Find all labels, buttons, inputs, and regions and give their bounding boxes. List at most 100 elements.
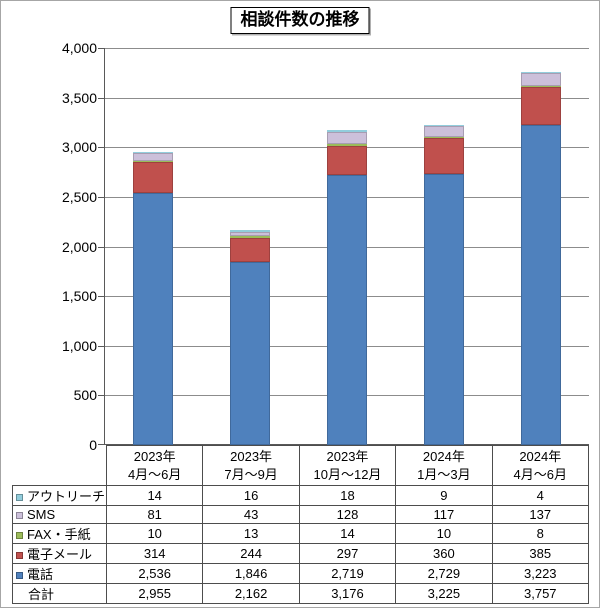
value-cell: 360	[395, 543, 493, 564]
category-header: 2024年 1月～3月	[395, 445, 493, 486]
value-cell: 385	[491, 543, 590, 564]
bar-segment-email	[423, 138, 464, 175]
category-year: 2024年	[519, 448, 562, 464]
bar-segment-phone	[133, 193, 174, 445]
bar-segment-phone	[327, 175, 367, 445]
bar-segment-phone	[520, 125, 561, 445]
category-header: 2023年 4月～6月	[105, 445, 204, 486]
bar-segment-email	[133, 162, 174, 194]
y-axis-tick	[98, 346, 105, 347]
bar-segment-sms	[133, 153, 174, 162]
y-axis-tick	[98, 98, 105, 99]
series-label-text: 電話	[27, 567, 54, 582]
bar-segment-outreach	[423, 124, 464, 126]
category-year: 2024年	[422, 448, 465, 464]
y-tick-label: 2,500	[61, 188, 97, 205]
gridline	[105, 48, 589, 49]
y-tick-label: 0	[89, 437, 97, 453]
value-cell: 13	[202, 523, 300, 544]
series-label-outreach: アウトリーチ	[12, 485, 107, 506]
table-row: 電子メール 314 244 297 360 385	[12, 543, 590, 564]
category-year: 2023年	[133, 448, 176, 464]
y-axis-tick	[98, 395, 105, 396]
y-axis-line	[104, 48, 105, 445]
table-row: SMS 81 43 128 117 137	[12, 505, 590, 524]
series-label-phone: 電話	[12, 563, 107, 584]
value-cell: 3,176	[298, 583, 397, 604]
value-cell: 244	[202, 543, 300, 564]
bar-segment-phone	[230, 261, 271, 445]
bar-segment-fax-letter	[327, 144, 367, 146]
y-tick-label: 1,000	[61, 337, 97, 354]
value-cell: 4	[491, 485, 590, 506]
bar-segment-outreach	[230, 230, 271, 233]
table-header-row: 2023年 4月～6月 2023年 7月～9月 2023年 10月～12月 2024年 1月～…	[12, 445, 590, 486]
table-row: FAX・手紙 10 13 14 10 8	[12, 523, 590, 544]
series-label-sms: SMS	[12, 505, 107, 524]
category-months: 4月～6月	[127, 466, 182, 482]
bar-segment-fax-letter	[423, 137, 464, 139]
series-label-text: SMS	[27, 507, 56, 522]
bar-segment-fax-letter	[230, 236, 271, 238]
value-cell: 2,536	[105, 563, 204, 584]
bar-segment-fax-letter	[520, 86, 561, 87]
value-cell: 137	[491, 505, 590, 524]
table-row: 電話 2,536 1,846 2,719 2,729 3,223	[12, 563, 590, 584]
value-cell: 128	[298, 505, 397, 524]
series-label-text: アウトリーチ	[27, 489, 106, 504]
value-cell: 14	[105, 485, 204, 506]
value-cell: 3,223	[491, 563, 590, 584]
y-axis-tick	[98, 48, 105, 49]
value-cell: 2,162	[202, 583, 300, 604]
y-axis-tick	[98, 296, 105, 297]
category-header: 2024年 4月～6月	[491, 445, 590, 486]
y-axis-tick	[98, 444, 105, 445]
category-header: 2023年 10月～12月	[298, 445, 397, 486]
category-year: 2023年	[230, 448, 273, 464]
bar-segment-email	[230, 237, 271, 262]
y-tick-label: 3,000	[61, 139, 97, 156]
legend-marker-phone	[16, 572, 23, 579]
value-cell: 314	[105, 543, 204, 564]
value-cell: 117	[395, 505, 493, 524]
value-cell: 2,955	[105, 583, 204, 604]
table-row: アウトリーチ 14 16 18 9 4	[12, 485, 590, 506]
value-cell: 2,719	[298, 563, 397, 584]
y-tick-label: 3,500	[61, 89, 97, 106]
y-axis-tick	[98, 147, 105, 148]
value-cell: 81	[105, 505, 204, 524]
series-label-text: 合計	[28, 587, 55, 602]
y-tick-label: 1,500	[61, 288, 97, 305]
category-year: 2023年	[326, 448, 369, 464]
value-cell: 3,757	[491, 583, 590, 604]
value-cell: 14	[298, 523, 397, 544]
chart-title: 相談件数の推移	[230, 7, 370, 34]
y-tick-label: 500	[73, 387, 97, 404]
category-months: 1月～3月	[417, 466, 471, 482]
category-months: 4月～6月	[513, 466, 568, 482]
series-label-text: FAX・手紙	[27, 527, 91, 542]
y-tick-label: 4,000	[61, 40, 97, 56]
y-axis-tick	[98, 247, 105, 248]
bar-segment-sms	[230, 232, 271, 237]
bar-segment-sms	[520, 72, 561, 87]
legend-marker-outreach	[16, 494, 23, 501]
gridline	[105, 98, 589, 99]
value-cell: 297	[298, 543, 397, 564]
y-axis-tick	[98, 197, 105, 198]
bar-segment-email	[520, 86, 561, 126]
value-cell: 10	[105, 523, 204, 544]
bar-segment-email	[327, 145, 367, 176]
value-cell: 1,846	[202, 563, 300, 584]
series-label-fax-letter: FAX・手紙	[12, 523, 107, 544]
value-cell: 10	[395, 523, 493, 544]
bar-segment-sms	[423, 125, 464, 138]
legend-marker-email	[16, 552, 23, 559]
value-cell: 16	[202, 485, 300, 506]
bar-segment-outreach	[133, 151, 174, 154]
data-table: 2023年 4月～6月 2023年 7月～9月 2023年 10月～12月 2024年 1月～…	[12, 445, 590, 604]
plot-area: 0 500 1,000 1,500 2,000 2,500 3,000 3,500 4,000	[62, 41, 589, 452]
series-label-email: 電子メール	[12, 543, 107, 564]
bar-segment-phone	[423, 174, 464, 445]
series-label-total: 合計	[12, 583, 107, 604]
